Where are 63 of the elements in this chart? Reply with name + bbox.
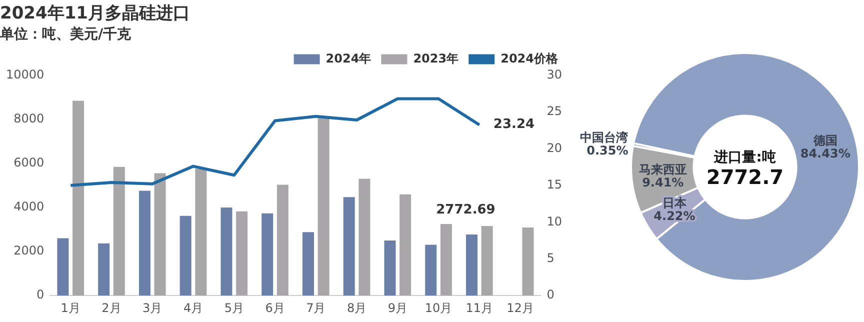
bar <box>400 194 412 296</box>
data-label: 23.24 <box>493 117 535 132</box>
x-tick-label: 4月 <box>183 300 204 315</box>
bar <box>358 178 370 296</box>
x-tick-label: 7月 <box>306 300 326 315</box>
x-tick-label: 2月 <box>102 300 122 315</box>
slice-label: 马来西亚 <box>638 162 687 176</box>
x-tick-label: 11月 <box>466 300 494 315</box>
data-label: 0.35% <box>586 144 628 158</box>
x-tick-label: 3月 <box>142 300 162 315</box>
bar <box>154 173 166 296</box>
x-tick-label: 5月 <box>224 300 244 315</box>
legend-label: 2024价格 <box>500 51 559 66</box>
bar <box>236 211 248 296</box>
x-tick-label: 10月 <box>424 300 452 315</box>
y2-tick-label: 20 <box>546 140 562 155</box>
y-tick-label: 4000 <box>14 200 44 214</box>
y2-tick-label: 0 <box>546 288 554 302</box>
data-label: 2772.69 <box>436 202 496 218</box>
chart-title: 2024年11月多晶硅进口 <box>0 4 190 24</box>
x-tick-label: 8月 <box>346 300 367 315</box>
chart-subtitle: 单位：吨、美元/千克 <box>0 25 132 42</box>
data-label: 9.41% <box>642 175 684 190</box>
bar <box>57 238 69 296</box>
bar <box>98 243 110 296</box>
y-tick-label: 6000 <box>14 155 44 170</box>
bar <box>138 190 150 296</box>
legend-label: 2023年 <box>413 51 459 66</box>
bar <box>522 227 534 296</box>
bar <box>302 232 314 296</box>
data-label: 84.43% <box>800 146 850 161</box>
y-tick-label: 8000 <box>14 111 44 126</box>
bar <box>220 207 232 296</box>
y2-tick-label: 15 <box>546 178 562 192</box>
y2-tick-label: 10 <box>546 214 562 228</box>
bar <box>180 216 192 296</box>
bar <box>481 226 493 296</box>
bar <box>113 166 125 296</box>
bar <box>72 100 84 296</box>
slice-label: 德国 <box>812 134 838 148</box>
x-tick-label: 6月 <box>265 300 285 315</box>
y2-tick-label: 25 <box>546 104 562 118</box>
bar <box>276 184 288 296</box>
y-tick-label: 0 <box>36 288 44 302</box>
bar <box>425 244 437 296</box>
bar <box>262 213 274 296</box>
x-tick-label: 1月 <box>60 300 80 315</box>
bar <box>384 240 396 296</box>
y-tick-label: 2000 <box>14 244 44 258</box>
bar <box>466 234 478 296</box>
legend-label: 2024年 <box>326 51 372 66</box>
x-tick-label: 12月 <box>506 300 534 315</box>
y2-tick-label: 30 <box>546 67 562 82</box>
bar <box>318 118 330 296</box>
y-tick-label: 10000 <box>6 67 44 82</box>
slice-label: 中国台湾 <box>580 130 628 145</box>
text: 进口量:吨 <box>713 150 776 166</box>
y2-tick-label: 5 <box>546 250 554 265</box>
bar <box>195 168 207 296</box>
bar <box>343 197 355 296</box>
x-tick-label: 9月 <box>388 300 408 315</box>
text: 2772.7 <box>706 165 784 190</box>
bar <box>440 224 452 296</box>
